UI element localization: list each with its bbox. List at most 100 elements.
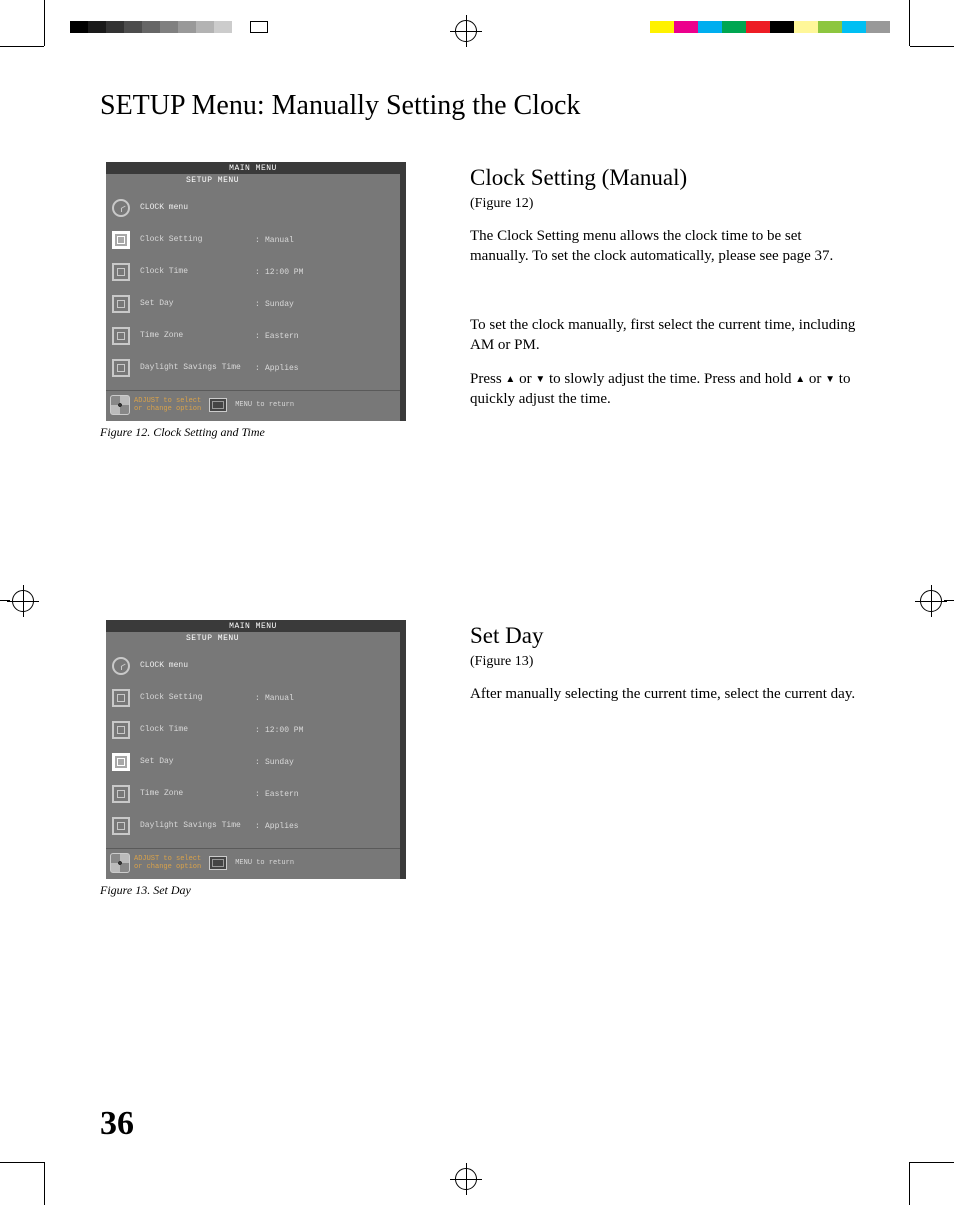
- menu-item-label: Clock Time: [140, 726, 255, 735]
- crop-mark: [44, 1162, 45, 1205]
- figure-caption: Figure 12. Clock Setting and Time: [100, 425, 400, 440]
- figure-caption: Figure 13. Set Day: [100, 883, 400, 898]
- osd-menu-item[interactable]: Clock Setting:Manual: [106, 682, 400, 714]
- crop-mark: [944, 600, 954, 601]
- registration-swatch: [178, 21, 196, 33]
- registration-swatch: [674, 21, 698, 33]
- menu-item-value: 12:00 PM: [265, 268, 303, 277]
- menu-item-value: Eastern: [265, 332, 299, 341]
- crop-mark: [44, 0, 45, 46]
- registration-target-icon: [455, 20, 477, 42]
- registration-swatch: [196, 21, 214, 33]
- registration-swatch: [250, 21, 268, 33]
- crop-mark: [909, 1162, 910, 1205]
- dpad-icon: [110, 853, 130, 873]
- body-paragraph: Press ▲ or ▼ to slowly adjust the time. …: [470, 369, 860, 410]
- osd-footer-text: ADJUST to selector change option: [134, 397, 201, 413]
- osd-body: CLOCK menuClock Setting:ManualClock Time…: [106, 644, 400, 848]
- registration-swatch: [794, 21, 818, 33]
- figure-column: MAIN MENUSETUP MENUCLOCK menuClock Setti…: [100, 620, 410, 898]
- text-column: Clock Setting (Manual)(Figure 12)The Clo…: [470, 162, 860, 424]
- separator: :: [255, 268, 265, 277]
- registration-swatch: [818, 21, 842, 33]
- crop-mark: [0, 46, 44, 47]
- registration-target-icon: [12, 590, 34, 612]
- separator: :: [255, 236, 265, 245]
- osd-figure: MAIN MENUSETUP MENUCLOCK menuClock Setti…: [100, 620, 400, 898]
- menu-item-icon: [112, 689, 130, 707]
- up-triangle-icon: ▲: [795, 373, 805, 387]
- clock-icon: [112, 199, 130, 217]
- separator: :: [255, 694, 265, 703]
- osd-main-title: MAIN MENU: [106, 162, 400, 174]
- registration-swatch: [770, 21, 794, 33]
- osd-menu-item[interactable]: Clock Time:12:00 PM: [106, 256, 400, 288]
- clock-icon: [112, 657, 130, 675]
- dpad-icon: [110, 395, 130, 415]
- menu-item-value: Sunday: [265, 758, 294, 767]
- menu-item-icon: [112, 359, 130, 377]
- menu-button-icon: [209, 398, 227, 412]
- figure-reference: (Figure 13): [470, 653, 860, 672]
- registration-swatch: [746, 21, 770, 33]
- osd-header-label: CLOCK menu: [140, 204, 255, 213]
- registration-swatch: [160, 21, 178, 33]
- crop-mark: [0, 600, 10, 601]
- osd-figure: MAIN MENUSETUP MENU CLOCK menu Clock Setti…: [100, 162, 400, 440]
- down-triangle-icon: ▼: [535, 373, 545, 387]
- crop-mark: [910, 46, 954, 47]
- registration-swatch: [214, 21, 232, 33]
- registration-swatch: [650, 21, 674, 33]
- crop-mark: [910, 1162, 954, 1163]
- page: SETUP Menu: Manually Setting the Clock M…: [0, 0, 954, 1205]
- registration-swatch: [106, 21, 124, 33]
- registration-swatch: [698, 21, 722, 33]
- separator: :: [255, 364, 265, 373]
- osd-menu-item[interactable]: Clock Setting:Manual: [106, 224, 400, 256]
- osd-header-row: CLOCK menu: [106, 650, 400, 682]
- osd-menu-item[interactable]: Set Day:Sunday: [106, 288, 400, 320]
- osd-menu-item[interactable]: Clock Time:12:00 PM: [106, 714, 400, 746]
- menu-item-label: Clock Setting: [140, 694, 255, 703]
- separator: :: [255, 332, 265, 341]
- osd-sub-title: SETUP MENU: [106, 174, 400, 186]
- separator: :: [255, 300, 265, 309]
- crop-mark: [0, 1162, 44, 1163]
- osd-menu-item[interactable]: Set Day:Sunday: [106, 746, 400, 778]
- figure-reference: (Figure 12): [470, 195, 860, 214]
- registration-swatch: [232, 21, 250, 33]
- menu-item-label: Clock Setting: [140, 236, 255, 245]
- menu-item-value: Manual: [265, 694, 294, 703]
- menu-item-value: Manual: [265, 236, 294, 245]
- menu-item-value: Applies: [265, 822, 299, 831]
- menu-item-icon: [112, 231, 130, 249]
- body-paragraph: To set the clock manually, first select …: [470, 315, 860, 356]
- registration-swatch: [722, 21, 746, 33]
- osd-footer: ADJUST to selector change optionMENU to …: [106, 848, 400, 879]
- body-paragraph: [470, 280, 860, 300]
- menu-item-label: Set Day: [140, 300, 255, 309]
- section: MAIN MENUSETUP MENUCLOCK menuClock Setti…: [100, 620, 860, 898]
- menu-item-icon: [112, 721, 130, 739]
- osd-footer-return: MENU to return: [235, 859, 294, 867]
- osd-menu-item[interactable]: Daylight Savings Time:Applies: [106, 352, 400, 384]
- menu-item-icon: [112, 295, 130, 313]
- osd-menu-item[interactable]: Daylight Savings Time:Applies: [106, 810, 400, 842]
- menu-item-icon: [112, 817, 130, 835]
- menu-item-label: Clock Time: [140, 268, 255, 277]
- menu-item-value: Sunday: [265, 300, 294, 309]
- crop-mark: [909, 0, 910, 46]
- osd-menu-item[interactable]: Time Zone:Eastern: [106, 320, 400, 352]
- up-triangle-icon: ▲: [505, 373, 515, 387]
- section-heading: Set Day: [470, 620, 860, 651]
- menu-item-value: 12:00 PM: [265, 726, 303, 735]
- menu-item-label: Time Zone: [140, 332, 255, 341]
- section-heading: Clock Setting (Manual): [470, 162, 860, 193]
- osd-menu-item[interactable]: Time Zone:Eastern: [106, 778, 400, 810]
- down-triangle-icon: ▼: [825, 373, 835, 387]
- body-paragraph: After manually selecting the current tim…: [470, 684, 860, 704]
- osd-header-row: CLOCK menu: [106, 192, 400, 224]
- osd-sub-title: SETUP MENU: [106, 632, 400, 644]
- osd-footer: ADJUST to selector change optionMENU to …: [106, 390, 400, 421]
- registration-swatch: [88, 21, 106, 33]
